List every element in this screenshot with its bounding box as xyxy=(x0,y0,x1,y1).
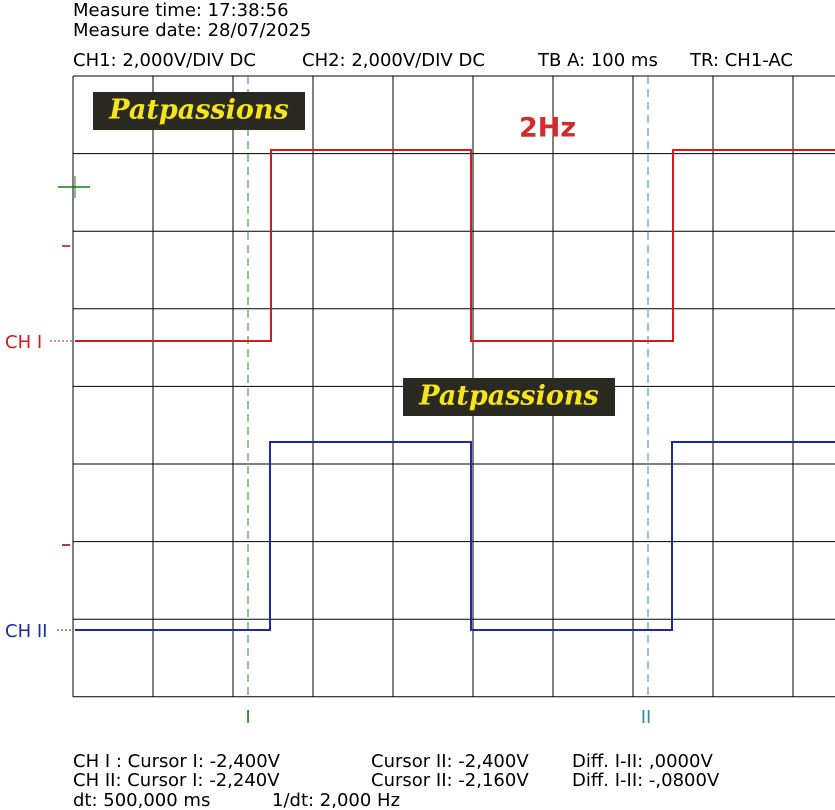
measure-time: Measure time: 17:38:56 xyxy=(73,0,289,21)
cursor-2-label: II xyxy=(641,707,652,728)
footer-cell: 1/dt: 2,000 Hz xyxy=(272,790,400,810)
measure-date: Measure date: 28/07/2025 xyxy=(73,20,311,41)
setting: CH1: 2,000V/DIV DC xyxy=(73,50,256,71)
logo-background xyxy=(93,92,305,130)
setting: CH2: 2,000V/DIV DC xyxy=(302,50,485,71)
channel-1-trace xyxy=(75,149,835,342)
footer-cell: Cursor II: -2,160V xyxy=(371,770,529,791)
footer-cell: Diff. I-II: ,0000V xyxy=(572,751,713,772)
setting: TR: CH1-AC xyxy=(689,50,793,71)
grid xyxy=(72,75,835,698)
logo: Patpassions xyxy=(418,381,598,412)
channel-2-trace xyxy=(75,441,835,631)
channel-1-label: CH I xyxy=(5,332,42,353)
footer-cell: Diff. I-II: -,0800V xyxy=(572,770,720,791)
footer-cell: dt: 500,000 ms xyxy=(73,790,210,810)
channel-2-label: CH II xyxy=(5,621,47,642)
frequency-annotation: 2Hz xyxy=(519,113,576,144)
setting: TB A: 100 ms xyxy=(537,50,658,71)
footer-cell: CH I : Cursor I: -2,400V xyxy=(73,751,281,772)
footer-cell: Cursor II: -2,400V xyxy=(371,751,529,772)
logo: Patpassions xyxy=(108,95,288,126)
cursor-1-label: I xyxy=(245,707,250,728)
logo-background xyxy=(403,378,615,416)
footer-cell: CH II: Cursor I: -2,240V xyxy=(73,770,280,791)
